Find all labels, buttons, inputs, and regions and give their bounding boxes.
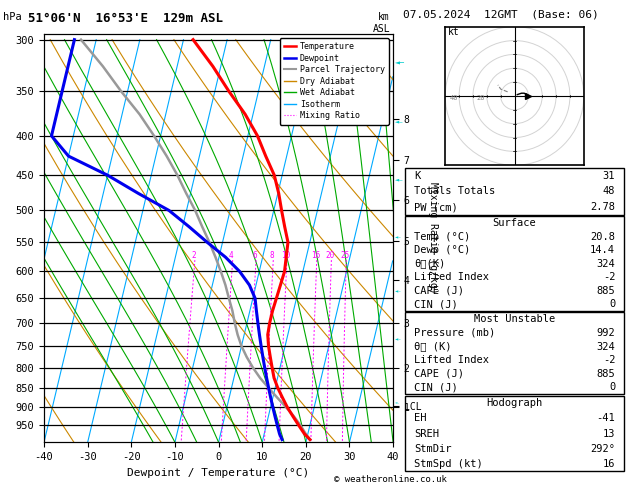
Text: 4: 4 (229, 251, 234, 260)
Text: -2: -2 (603, 272, 615, 282)
Text: CIN (J): CIN (J) (414, 382, 457, 392)
Text: 20.8: 20.8 (590, 231, 615, 242)
Text: ◄—: ◄— (395, 119, 404, 124)
Text: EH: EH (414, 414, 426, 423)
Text: 51°06'N  16°53'E  129m ASL: 51°06'N 16°53'E 129m ASL (28, 12, 223, 25)
Text: 992: 992 (596, 328, 615, 338)
Text: 324: 324 (596, 259, 615, 269)
Text: PW (cm): PW (cm) (414, 202, 457, 212)
Text: 16: 16 (603, 459, 615, 469)
Text: Pressure (mb): Pressure (mb) (414, 328, 495, 338)
Text: Lifted Index: Lifted Index (414, 272, 489, 282)
Text: 48: 48 (603, 187, 615, 196)
Text: ◄—: ◄— (395, 59, 405, 68)
Y-axis label: Mixing Ratio (g/kg): Mixing Ratio (g/kg) (428, 182, 438, 294)
Text: Lifted Index: Lifted Index (414, 355, 489, 365)
Text: Most Unstable: Most Unstable (474, 314, 555, 324)
Text: ◄—: ◄— (395, 236, 401, 241)
Text: 20: 20 (477, 95, 486, 101)
Text: Hodograph: Hodograph (486, 398, 543, 408)
Text: 13: 13 (603, 429, 615, 438)
Text: 885: 885 (596, 286, 615, 296)
Text: 8: 8 (270, 251, 274, 260)
Text: © weatheronline.co.uk: © weatheronline.co.uk (333, 474, 447, 484)
Text: θᴄ (K): θᴄ (K) (414, 342, 452, 351)
Text: Totals Totals: Totals Totals (414, 187, 495, 196)
Text: 40: 40 (449, 95, 458, 101)
Text: K: K (414, 171, 420, 181)
Text: 10: 10 (281, 251, 290, 260)
Text: 31: 31 (603, 171, 615, 181)
Text: θᴄ(K): θᴄ(K) (414, 259, 445, 269)
Text: Surface: Surface (493, 218, 537, 228)
Text: SREH: SREH (414, 429, 439, 438)
X-axis label: Dewpoint / Temperature (°C): Dewpoint / Temperature (°C) (128, 468, 309, 478)
Text: CAPE (J): CAPE (J) (414, 369, 464, 379)
Text: 2.78: 2.78 (590, 202, 615, 212)
Text: StmDir: StmDir (414, 444, 452, 453)
Text: kt: kt (448, 27, 460, 37)
Text: 14.4: 14.4 (590, 245, 615, 255)
Text: 2: 2 (191, 251, 196, 260)
Text: ◄—: ◄— (395, 177, 404, 183)
Text: -2: -2 (603, 355, 615, 365)
Text: 0: 0 (609, 299, 615, 309)
Text: 0: 0 (609, 382, 615, 392)
Text: -41: -41 (596, 414, 615, 423)
Text: ◄—: ◄— (395, 401, 400, 405)
Text: 25: 25 (340, 251, 350, 260)
Text: CAPE (J): CAPE (J) (414, 286, 464, 296)
Text: 324: 324 (596, 342, 615, 351)
Text: Temp (°C): Temp (°C) (414, 231, 470, 242)
Text: StmSpd (kt): StmSpd (kt) (414, 459, 482, 469)
Text: ◄—: ◄— (395, 289, 401, 294)
Text: 16: 16 (311, 251, 320, 260)
Text: ◄—: ◄— (395, 338, 401, 343)
Text: 20: 20 (325, 251, 335, 260)
Text: 885: 885 (596, 369, 615, 379)
Text: 6: 6 (252, 251, 257, 260)
Text: Dewp (°C): Dewp (°C) (414, 245, 470, 255)
Text: km
ASL: km ASL (372, 12, 390, 34)
Text: 07.05.2024  12GMT  (Base: 06): 07.05.2024 12GMT (Base: 06) (403, 10, 598, 20)
Text: CIN (J): CIN (J) (414, 299, 457, 309)
Legend: Temperature, Dewpoint, Parcel Trajectory, Dry Adiabat, Wet Adiabat, Isotherm, Mi: Temperature, Dewpoint, Parcel Trajectory… (280, 38, 389, 124)
Text: 292°: 292° (590, 444, 615, 453)
Text: hPa: hPa (3, 12, 22, 22)
